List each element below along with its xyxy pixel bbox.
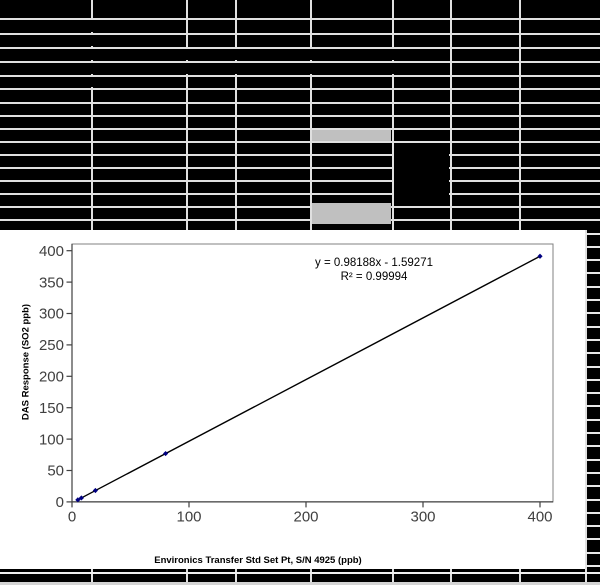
row-gridline — [585, 232, 600, 235]
bottom-row-cells[interactable] — [0, 573, 600, 582]
column-gridline — [585, 573, 587, 582]
row-gridline — [585, 272, 600, 275]
y-tick-label: 0 — [56, 494, 64, 511]
row-gridline — [585, 312, 600, 315]
row-gridline — [585, 338, 600, 341]
row-gridline — [585, 418, 600, 421]
row-gridline — [585, 498, 600, 501]
y-tick-label: 400 — [39, 243, 64, 260]
x-tick-label: 0 — [68, 508, 76, 525]
data-point-marker — [92, 487, 98, 494]
row-gridline — [0, 206, 600, 208]
row-gridline — [0, 193, 600, 195]
column-gridline — [310, 573, 312, 582]
row-gridline — [0, 141, 600, 143]
y-tick-label: 150 — [39, 400, 64, 417]
row-gridline — [585, 378, 600, 381]
y-tick-label: 100 — [39, 431, 64, 448]
column-gridline — [186, 569, 188, 572]
data-point-marker — [75, 497, 81, 503]
calibration-chart: 0 50 100 150 200 250 300 350 400 0 100 200 300 400 y =… — [21, 243, 554, 566]
r-squared-value: R² = 0.99994 — [341, 271, 408, 283]
merged-cell[interactable] — [0, 63, 450, 74]
row-gridline — [0, 102, 600, 104]
data-point-marker — [78, 495, 84, 501]
row-gridline — [0, 61, 600, 63]
row-gridline — [585, 471, 600, 474]
trendline-equation: y = 0.98188x - 1.59271 — [315, 257, 433, 269]
data-table[interactable] — [0, 0, 600, 230]
highlighted-cell[interactable] — [312, 130, 391, 141]
y-tick-label: 200 — [39, 369, 64, 386]
row-gridline — [585, 405, 600, 408]
row-gridline — [0, 88, 600, 90]
column-gridline — [392, 569, 394, 572]
row-gridline — [0, 47, 600, 49]
column-gridline — [235, 573, 237, 582]
row-gridline — [585, 485, 600, 488]
row-gridline — [0, 219, 600, 221]
row-gridline — [585, 538, 600, 541]
row-gridline — [0, 115, 600, 117]
row-gridline — [585, 285, 600, 288]
x-tick-label: 100 — [176, 508, 201, 525]
trendline — [77, 255, 541, 501]
data-point-marker — [163, 450, 169, 457]
row-gridline — [585, 299, 600, 301]
column-gridline — [91, 569, 93, 572]
row-gridline — [585, 525, 600, 528]
row-gridline — [0, 33, 600, 35]
y-axis-title: DAS Response (SO2 ppb) — [21, 304, 32, 420]
row-gridline — [0, 18, 600, 20]
y-tick-label: 300 — [39, 306, 64, 323]
row-gridline — [585, 458, 600, 461]
row-gridline — [0, 128, 600, 130]
data-point-marker — [537, 253, 543, 259]
row-gridline — [0, 571, 600, 574]
chart-object[interactable]: 0 50 100 150 200 250 300 350 400 0 100 200 300 400 y =… — [0, 230, 585, 569]
x-axis-title: Environics Transfer Std Set Pt, S/N 4925… — [154, 555, 361, 566]
row-gridline — [0, 167, 600, 169]
row-gridline — [585, 432, 600, 434]
x-tick-label: 300 — [410, 508, 435, 525]
column-gridline — [392, 573, 394, 582]
y-tick-label: 250 — [39, 337, 64, 354]
merged-cell[interactable] — [0, 20, 185, 32]
merged-cell[interactable] — [0, 49, 450, 60]
row-gridline — [585, 551, 600, 554]
partial-row-cells — [0, 569, 585, 572]
row-gridline — [585, 259, 600, 262]
row-gridline — [585, 365, 600, 368]
row-gridline — [585, 352, 600, 355]
x-tick-label: 200 — [293, 508, 318, 525]
sheet-bottom-strip — [0, 581, 600, 585]
y-tick-label: 350 — [39, 274, 64, 291]
row-gridline — [585, 565, 600, 567]
row-gridline — [0, 180, 600, 182]
row-gridline — [0, 75, 600, 77]
row-gridline — [585, 325, 600, 328]
column-gridline — [450, 569, 452, 572]
y-tick-label: 50 — [47, 463, 64, 480]
row-gridline — [0, 154, 600, 156]
row-gridline — [585, 245, 600, 248]
row-gridline — [585, 392, 600, 395]
merged-cell[interactable] — [0, 77, 185, 87]
plot-area-border — [71, 243, 554, 503]
column-gridline — [519, 573, 521, 582]
column-gridline — [519, 569, 521, 572]
highlighted-cell[interactable] — [312, 203, 391, 224]
merged-cell[interactable] — [394, 143, 449, 205]
row-gridline — [585, 445, 600, 448]
column-gridline — [310, 569, 312, 572]
row-gridline — [585, 511, 600, 514]
column-gridline — [235, 569, 237, 572]
column-gridline — [186, 573, 188, 582]
x-tick-label: 400 — [527, 508, 552, 525]
column-gridline — [91, 573, 93, 582]
column-gridline — [450, 573, 452, 582]
merged-cell[interactable] — [0, 35, 185, 46]
